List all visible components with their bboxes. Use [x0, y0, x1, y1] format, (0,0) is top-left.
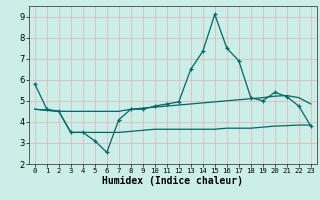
X-axis label: Humidex (Indice chaleur): Humidex (Indice chaleur)	[102, 176, 243, 186]
